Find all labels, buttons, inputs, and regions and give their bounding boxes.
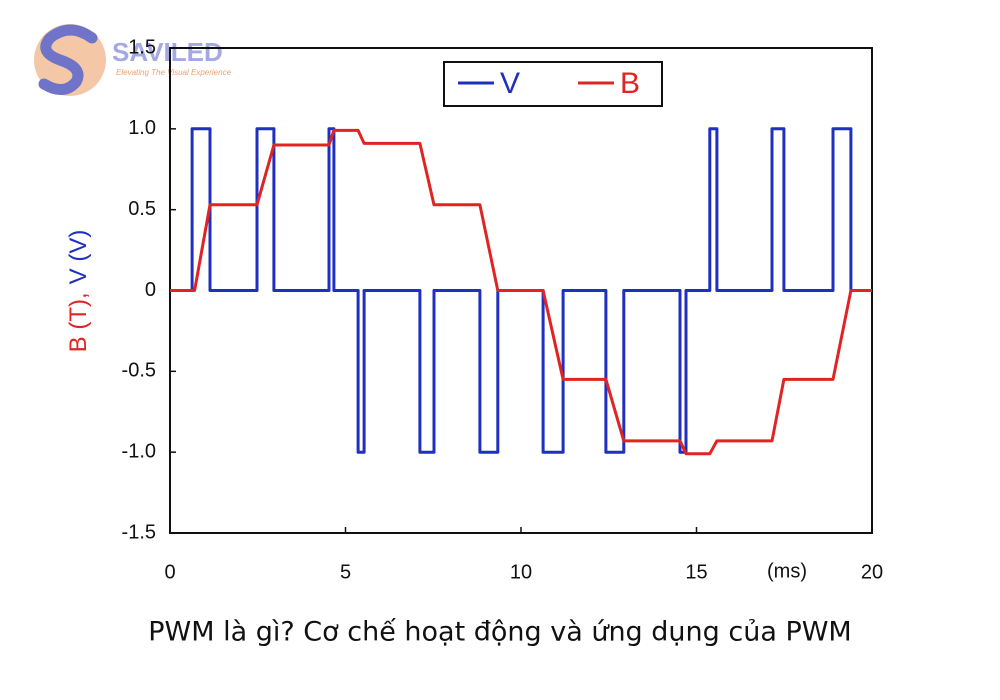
y-tick-label: 1.0 [128,117,156,139]
y-axis-label: B (T), V (V) [65,230,92,353]
y-label-v: V (V) [65,230,92,285]
y-tick-label: -1.5 [122,521,156,543]
y-tick-label: 0 [145,279,156,301]
y-tick-label: 0.5 [128,198,156,220]
logo-s [38,24,98,95]
y-tick-label: 1.5 [128,36,156,58]
x-tick-label: 20 [861,561,883,583]
legend-box [443,61,663,107]
logo-name: SAVILED [112,37,223,67]
y-label-b: B (T), [65,292,92,352]
x-unit-label: (ms) [767,560,807,582]
y-tick-label: -1.0 [122,440,156,462]
legend-label: B [620,67,640,100]
logo: SAVILED Elevating The Visual Experience [34,24,232,96]
x-tick-label: 10 [510,561,532,583]
caption: PWM là gì? Cơ chế hoạt động và ứng dụng … [148,617,851,648]
legend-label: V [500,67,520,100]
logo-tagline: Elevating The Visual Experience [116,68,232,77]
series-line [170,128,872,456]
x-tick-label: 5 [340,561,351,583]
y-tick-label: -0.5 [122,360,156,382]
x-tick-label: 0 [164,561,175,583]
x-tick-label: 15 [685,561,707,583]
